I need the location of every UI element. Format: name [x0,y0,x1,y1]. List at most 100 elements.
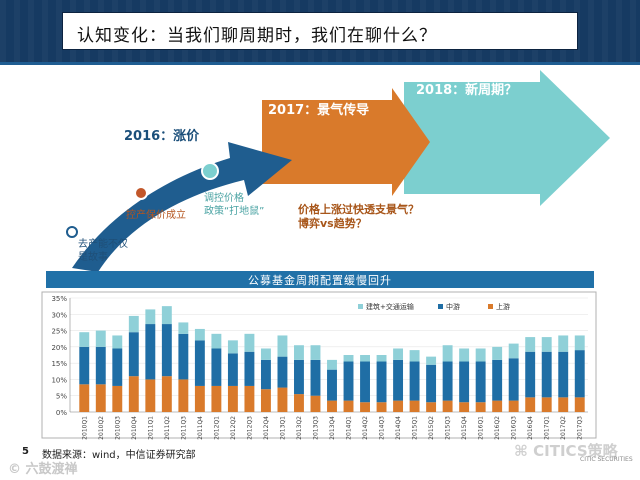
bar-建筑+交通运输 [343,355,354,362]
x-tick-label: 2017Q3 [577,416,584,440]
arrow-2016 [72,142,292,272]
bar-建筑+交通运输 [327,359,337,370]
watermark-right: ⌘ CITICS策略 [514,442,618,460]
x-tick-label: 2017Q1 [544,416,551,440]
question-line2: 博弈vs趋势？ [298,217,367,230]
bar-建筑+交通运输 [112,335,123,349]
note-capacity-cut-line2: 是故事 [78,252,108,263]
bar-建筑+交通运输 [227,340,238,354]
bar-chart: 0% 5% 10% 15% 20% 25% 30% 35% 2010Q1 2010Q2 2010Q3… [41,291,597,440]
x-tick-label: 2011Q2 [164,416,171,440]
page-number: 5 [22,446,29,457]
bar-建筑+交通运输 [244,333,255,352]
note-price-policy-line2: 政策“打地鼠” [204,206,265,217]
bar-上游 [508,400,519,412]
y-tick-label: 10% [51,376,67,384]
x-tick-label: 2010Q1 [81,416,88,440]
bar-中游 [360,361,370,403]
bar-上游 [211,385,222,412]
bar-建筑+交通运输 [426,356,437,365]
bar-建筑+交通运输 [475,348,486,362]
x-tick-label: 2014Q3 [379,416,386,440]
bar-中游 [145,324,156,380]
bar-中游 [508,358,519,401]
bar-中游 [409,361,420,401]
bar-建筑+交通运输 [525,337,536,352]
bar-建筑+交通运输 [459,348,470,362]
x-tick-label: 2016Q1 [478,416,485,440]
citic-securities-text: CITIC SECURITIES [580,456,633,463]
y-tick-label: 0% [56,409,67,417]
bar-中游 [112,348,123,386]
legend-label: 上游 [496,302,510,311]
note-capacity-cut: 去产能不仅 是故事 [78,238,128,264]
x-tick-label: 2016Q2 [494,416,501,440]
bar-建筑+交通运输 [409,350,420,362]
x-tick-label: 2011Q3 [180,416,187,440]
watermark-left: © 六鼓渡禅 [8,462,78,477]
bar-上游 [376,402,387,412]
legend-label: 建筑+交通运输 [366,302,414,311]
bar-上游 [492,400,503,412]
bar-上游 [194,385,205,412]
chart-title: 公募基金周期配置缓慢回升 [248,274,392,287]
bar-建筑+交通运输 [492,346,503,360]
bar-建筑+交通运输 [508,343,519,359]
chart-title-bar: 公募基金周期配置缓慢回升 [46,271,594,288]
x-tick-label: 2012Q3 [246,416,253,440]
bar-中游 [459,361,470,403]
x-tick-label: 2013Q1 [279,416,286,440]
bar-建筑+交通运输 [260,348,271,360]
arrow-2018 [404,70,610,206]
bar-中游 [376,361,387,403]
x-tick-label: 2010Q3 [114,416,121,440]
bar-中游 [128,332,139,377]
bar-中游 [211,348,222,386]
bar-上游 [442,400,453,412]
bar-建筑+交通运输 [310,345,321,360]
bar-上游 [343,400,354,412]
bar-上游 [95,384,106,412]
bar-中游 [194,340,205,386]
bar-上游 [178,379,189,412]
x-tick-label: 2015Q4 [461,416,468,440]
bar-上游 [475,402,486,412]
bar-上游 [459,402,470,412]
bar-上游 [310,395,321,412]
bar-中游 [525,351,536,398]
bar-上游 [294,394,304,412]
x-tick-label: 2015Q1 [412,416,419,440]
bar-中游 [327,369,337,401]
arrow-2017 [262,88,430,196]
label-2018: 2018：新周期？ [416,83,518,98]
bar-上游 [244,385,255,412]
bar-上游 [128,376,139,412]
bar-中游 [541,351,552,398]
bar-上游 [426,402,437,412]
bar-建筑+交通运输 [277,335,288,357]
bar-中游 [260,359,271,390]
bar-建筑+交通运输 [294,345,304,360]
bar-上游 [360,402,370,412]
bar-中游 [277,356,288,388]
x-tick-label: 2013Q2 [296,416,303,440]
y-tick-label: 5% [56,393,67,401]
x-tick-label: 2012Q1 [213,416,220,440]
dot-3 [201,162,219,180]
bar-建筑+交通运输 [211,333,222,349]
bar-建筑+交通运输 [194,328,205,341]
y-tick-label: 20% [51,344,67,352]
x-tick-label: 2016Q4 [527,416,534,440]
legend-swatch [438,304,443,309]
bar-上游 [393,400,404,412]
x-tick-label: 2013Q4 [329,416,336,440]
bar-建筑+交通运输 [442,345,453,362]
bar-上游 [525,397,536,412]
note-price-policy: 调控价格 政策“打地鼠” [204,192,264,218]
x-tick-label: 2015Q2 [428,416,435,440]
bar-中游 [161,324,172,377]
legend-label: 中游 [446,302,460,311]
bar-上游 [227,385,238,412]
bar-上游 [260,389,271,412]
legend-swatch [488,304,493,309]
